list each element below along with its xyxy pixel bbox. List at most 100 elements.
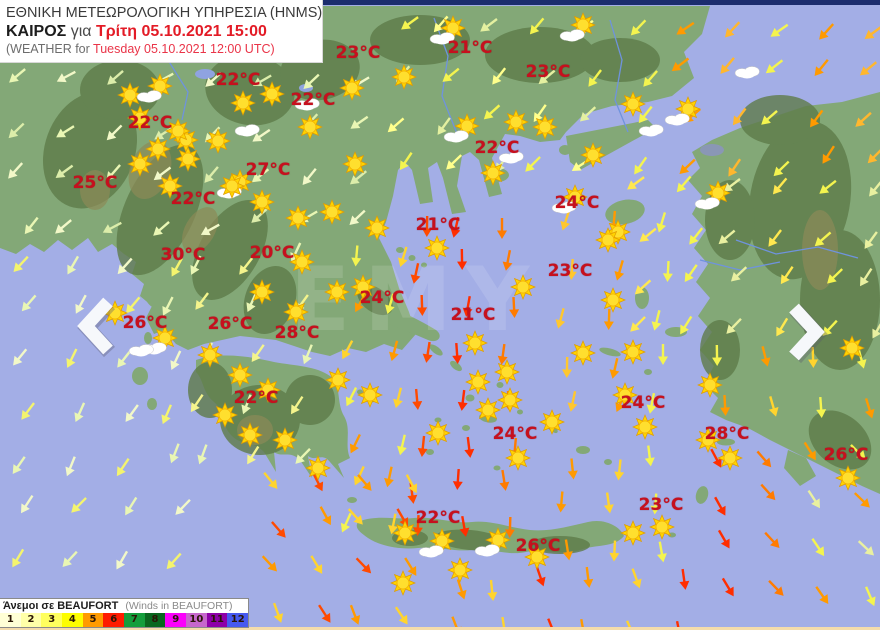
sun-icon	[474, 527, 511, 557]
wind-arrow-icon	[347, 508, 363, 525]
beaufort-cell-7: 7	[124, 613, 145, 627]
sun-icon	[480, 160, 506, 186]
wind-arrow-icon	[162, 296, 174, 316]
wind-arrow-icon	[12, 548, 25, 568]
wind-arrow-icon	[153, 166, 172, 181]
prev-arrow-button[interactable]	[74, 294, 118, 360]
wind-arrow-icon	[106, 124, 123, 141]
cloud-icon	[559, 29, 585, 42]
wind-arrow-icon	[864, 586, 876, 607]
wind-arrow-icon	[397, 434, 407, 456]
cloud-icon	[664, 113, 690, 126]
wind-arrow-icon	[457, 389, 468, 411]
wind-arrow-icon	[872, 319, 880, 339]
wind-arrow-icon	[75, 294, 87, 314]
legend-title-greek: Άνεμοι σε BEAUFORT	[3, 600, 119, 612]
wind-arrow-icon	[808, 346, 819, 368]
wind-arrow-icon	[252, 74, 272, 87]
wind-arrow-icon	[116, 458, 130, 477]
sun-icon	[839, 335, 865, 361]
sun-icon	[289, 249, 315, 275]
wind-arrow-icon	[387, 117, 405, 133]
wind-arrow-icon	[864, 398, 875, 419]
sun-icon	[127, 105, 153, 131]
wind-arrow-icon	[452, 468, 463, 490]
cloud-icon	[294, 98, 320, 111]
sun-icon	[285, 205, 311, 231]
wind-arrow-icon	[538, 69, 556, 85]
wind-arrow-icon	[609, 357, 620, 379]
wind-arrow-icon	[671, 57, 690, 72]
beaufort-cell-12: 12	[227, 613, 249, 627]
wind-arrow-icon	[499, 469, 510, 491]
weather-for-english: (WEATHER for	[6, 42, 90, 56]
wind-arrow-icon	[807, 489, 820, 509]
wind-arrow-icon	[631, 568, 642, 589]
wind-arrow-icon	[509, 296, 520, 318]
wind-arrow-icon	[720, 57, 735, 74]
wind-arrow-icon	[756, 450, 772, 468]
sun-icon	[272, 427, 298, 453]
wind-arrow-icon	[405, 474, 418, 494]
wind-arrow-icon	[401, 16, 419, 30]
beaufort-cell-11: 11	[206, 613, 228, 627]
sun-icon	[127, 151, 153, 177]
wind-arrow-icon	[171, 257, 183, 277]
wind-arrow-icon	[437, 117, 451, 135]
cloud-icon	[234, 124, 260, 137]
sun-icon	[503, 109, 529, 135]
wind-arrow-icon	[399, 152, 413, 171]
wind-arrow-icon	[630, 316, 646, 332]
wind-arrow-icon	[811, 538, 825, 557]
wind-arrow-icon	[712, 344, 723, 366]
wind-arrow-icon	[169, 443, 180, 464]
sun-icon	[632, 414, 658, 440]
wind-arrow-icon	[8, 162, 24, 179]
wind-arrow-icon	[175, 498, 191, 515]
wind-arrow-icon	[869, 179, 880, 197]
wind-arrow-icon	[497, 218, 507, 239]
wind-arrow-icon	[764, 531, 780, 549]
wind-arrow-icon	[556, 491, 567, 513]
wind-arrow-icon	[197, 444, 208, 465]
wind-arrow-icon	[71, 497, 87, 513]
wind-arrow-icon	[803, 441, 816, 461]
sun-icon	[392, 520, 418, 546]
sun-icon	[695, 427, 721, 453]
wind-arrow-icon	[718, 229, 736, 245]
sun-icon	[620, 520, 646, 546]
wind-arrow-icon	[205, 71, 222, 87]
wind-arrow-icon	[450, 216, 461, 238]
wind-arrow-icon	[239, 257, 254, 275]
wind-arrow-icon	[860, 267, 873, 287]
wind-arrow-icon	[241, 394, 252, 415]
wind-arrow-icon	[644, 445, 655, 467]
wind-arrow-icon	[732, 107, 747, 126]
wind-arrow-icon	[393, 387, 403, 409]
wind-arrow-icon	[525, 156, 541, 172]
wind-arrow-icon	[446, 154, 463, 170]
next-arrow-button[interactable]	[784, 300, 828, 366]
sun-icon	[505, 445, 531, 471]
wind-arrow-icon	[12, 456, 26, 475]
sun-icon	[539, 409, 565, 435]
cloud-icon	[638, 124, 664, 137]
wind-arrow-icon	[125, 296, 141, 314]
beaufort-cell-9: 9	[165, 613, 187, 627]
sun-icon	[205, 128, 231, 154]
wind-arrow-icon	[24, 216, 39, 235]
wind-arrow-icon	[340, 512, 352, 533]
beaufort-cell-4: 4	[62, 613, 83, 627]
cloud-icon	[429, 32, 455, 45]
wind-arrow-icon	[462, 295, 473, 317]
wind-arrow-icon	[65, 456, 76, 477]
wind-arrow-icon	[721, 577, 734, 597]
beaufort-cell-8: 8	[144, 613, 166, 627]
cloud-icon	[498, 151, 524, 164]
sun-icon	[197, 342, 223, 368]
wind-arrow-icon	[768, 396, 779, 417]
cloud-icon	[474, 544, 500, 557]
sun-icon	[494, 359, 520, 385]
cloud-icon	[694, 197, 720, 210]
sun-icon	[117, 82, 143, 108]
